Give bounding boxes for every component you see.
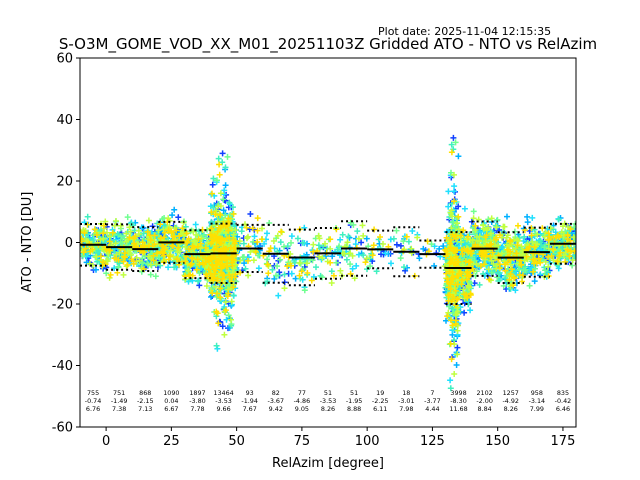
- bin-std-label: 11.68: [449, 405, 467, 413]
- bin-mean-label: -1.49: [111, 397, 128, 405]
- bin-count-label: 868: [139, 389, 151, 397]
- bin-mean-label: -1.94: [241, 397, 258, 405]
- bin-mean-label: -4.86: [294, 397, 311, 405]
- bin-std-label: 7.13: [138, 405, 152, 413]
- x-tick-label: 75: [294, 434, 311, 449]
- x-tick-label: 0: [102, 434, 110, 449]
- bin-mean-label: -1.95: [346, 397, 363, 405]
- bin-mean-label: -2.00: [476, 397, 493, 405]
- bin-count-label: 2102: [476, 389, 492, 397]
- bin-mean-label: -3.53: [215, 397, 232, 405]
- bin-count-label: 51: [324, 389, 332, 397]
- bin-std-label: 8.88: [347, 405, 361, 413]
- bin-count-label: 13464: [213, 389, 233, 397]
- bin-count-label: 19: [376, 389, 384, 397]
- bin-mean-label: -3.01: [398, 397, 415, 405]
- bin-count-label: 835: [557, 389, 569, 397]
- bin-count-label: 51: [350, 389, 358, 397]
- y-tick-label: -20: [52, 298, 73, 313]
- bin-mean-label: -4.92: [502, 397, 519, 405]
- bin-std-label: 4.44: [425, 405, 439, 413]
- bin-std-label: 9.05: [295, 405, 309, 413]
- bin-std-label: 8.26: [321, 405, 335, 413]
- plot-date: Plot date: 2025-11-04 12:15:35: [378, 25, 551, 38]
- y-tick-label: 40: [56, 113, 73, 128]
- x-tick-label: 150: [485, 434, 510, 449]
- bin-std-label: 7.99: [530, 405, 544, 413]
- y-axis-label: ATO - NTO [DU]: [20, 192, 35, 293]
- bin-count-label: 93: [246, 389, 254, 397]
- bin-std-label: 6.46: [556, 405, 570, 413]
- bin-mean-label: -3.53: [320, 397, 337, 405]
- bin-count-label: 7: [430, 389, 434, 397]
- bin-mean-label: -0.42: [555, 397, 572, 405]
- x-tick-label: 25: [163, 434, 180, 449]
- bin-std-label: 9.42: [269, 405, 283, 413]
- x-tick-label: 125: [420, 434, 445, 449]
- y-tick-label: 20: [56, 175, 73, 190]
- x-axis-label: RelAzim [degree]: [272, 456, 384, 471]
- x-axis: 0 25 50 75 100 125 150 175: [102, 427, 575, 449]
- x-tick-label: 100: [355, 434, 380, 449]
- scatter-markers: [80, 141, 576, 392]
- bin-statistics: [80, 220, 576, 305]
- bin-count-label: 18: [402, 389, 410, 397]
- bin-mean-label: -3.14: [529, 397, 546, 405]
- bin-std-label: 8.26: [504, 405, 518, 413]
- y-tick-label: 60: [56, 52, 73, 67]
- bin-mean-label: 0.04: [164, 397, 178, 405]
- bin-count-label: 1257: [503, 389, 519, 397]
- bin-count-label: 82: [272, 389, 280, 397]
- bin-std-label: 7.78: [190, 405, 204, 413]
- x-tick-label: 175: [551, 434, 576, 449]
- bin-mean-label: -3.80: [189, 397, 206, 405]
- bin-std-label: 6.76: [86, 405, 100, 413]
- y-tick-label: -60: [52, 421, 73, 436]
- bin-mean-label: -8.30: [450, 397, 467, 405]
- bin-mean-label: -3.77: [424, 397, 441, 405]
- bin-count-label: 958: [531, 389, 543, 397]
- bin-std-label: 7.38: [112, 405, 126, 413]
- bin-mean-label: -3.67: [268, 397, 285, 405]
- bin-count-label: 77: [298, 389, 306, 397]
- chart-title: S-O3M_GOME_VOD_XX_M01_20251103Z Gridded …: [59, 35, 597, 54]
- bin-count-label: 3998: [450, 389, 466, 397]
- y-axis: -60 -40 -20 0 20 40 60: [52, 52, 80, 436]
- y-tick-label: -40: [52, 359, 73, 374]
- bin-count-label: 1897: [189, 389, 205, 397]
- bin-std-label: 6.11: [373, 405, 387, 413]
- scatter-markers: [80, 149, 576, 363]
- bin-std-label: 7.67: [243, 405, 257, 413]
- bin-mean-label: -2.15: [137, 397, 154, 405]
- bin-count-label: 1090: [163, 389, 179, 397]
- bin-std-label: 9.66: [216, 405, 230, 413]
- bin-stat-labels: 755-0.746.76751-1.497.38868-2.157.131090…: [85, 389, 571, 413]
- bin-std-label: 6.67: [164, 405, 178, 413]
- bin-count-label: 755: [87, 389, 99, 397]
- bin-count-label: 751: [113, 389, 125, 397]
- x-tick-label: 50: [228, 434, 245, 449]
- bin-std-label: 7.98: [399, 405, 413, 413]
- y-tick-label: 0: [65, 236, 73, 251]
- bin-std-label: 8.84: [478, 405, 492, 413]
- bin-mean-label: -2.25: [372, 397, 389, 405]
- scatter-points: [80, 134, 576, 392]
- bin-mean-label: -0.74: [85, 397, 102, 405]
